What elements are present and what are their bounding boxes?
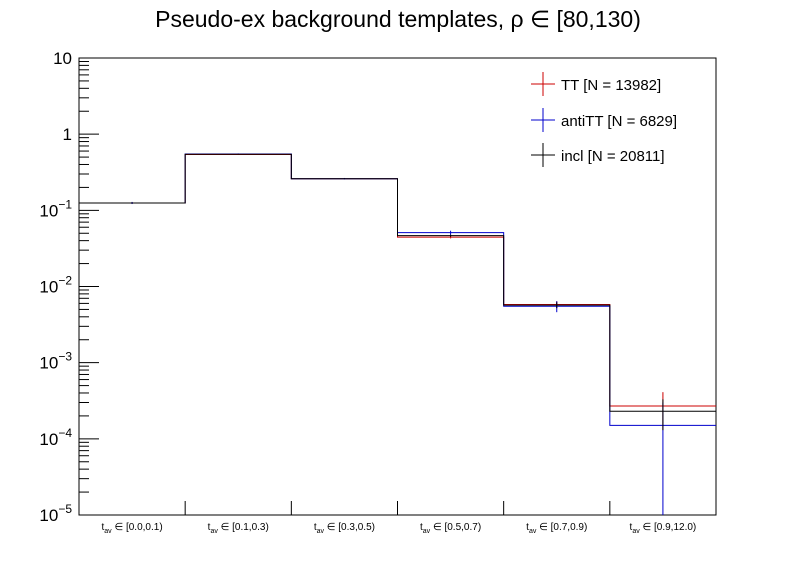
x-tick-label: tav ∈ [0.7,0.9) [526,522,587,535]
legend-label: antiTT [N = 6829] [561,113,677,130]
y-tick-label: 10−2 [39,274,72,297]
series-line [79,153,716,412]
y-tick-label: 10−1 [39,197,72,220]
y-tick-label: 10−3 [39,350,72,373]
y-tick-label: 10 [53,49,72,68]
legend-label: TT [N = 13982] [561,77,661,94]
chart-title: Pseudo-ex background templates, ρ ∈ [80,… [155,6,641,32]
y-axis: 10 1 10−1 10−2 10−3 10−4 10−5 [39,49,99,525]
series-group [79,153,716,515]
x-tick-label: tav ∈ [0.1,0.3) [208,522,269,535]
legend-label: incl [N = 20811] [561,148,665,165]
x-tick-label: tav ∈ [0.3,0.5) [314,522,375,535]
x-tick-label: tav ∈ [0.9,12.0) [630,522,697,535]
legend: TT [N = 13982] antiTT [N = 6829] incl [N =… [531,72,677,167]
y-tick-label: 1 [63,125,72,144]
x-tick-label: tav ∈ [0.5,0.7) [420,522,481,535]
y-tick-label: 10−5 [39,502,72,525]
series-2 [79,153,716,431]
y-tick-label: 10−4 [39,426,72,449]
x-axis: tav ∈ [0.0,0.1) tav ∈ [0.1,0.3) tav ∈ [0.3… [102,501,697,535]
x-tick-label: tav ∈ [0.0,0.1) [102,522,163,535]
